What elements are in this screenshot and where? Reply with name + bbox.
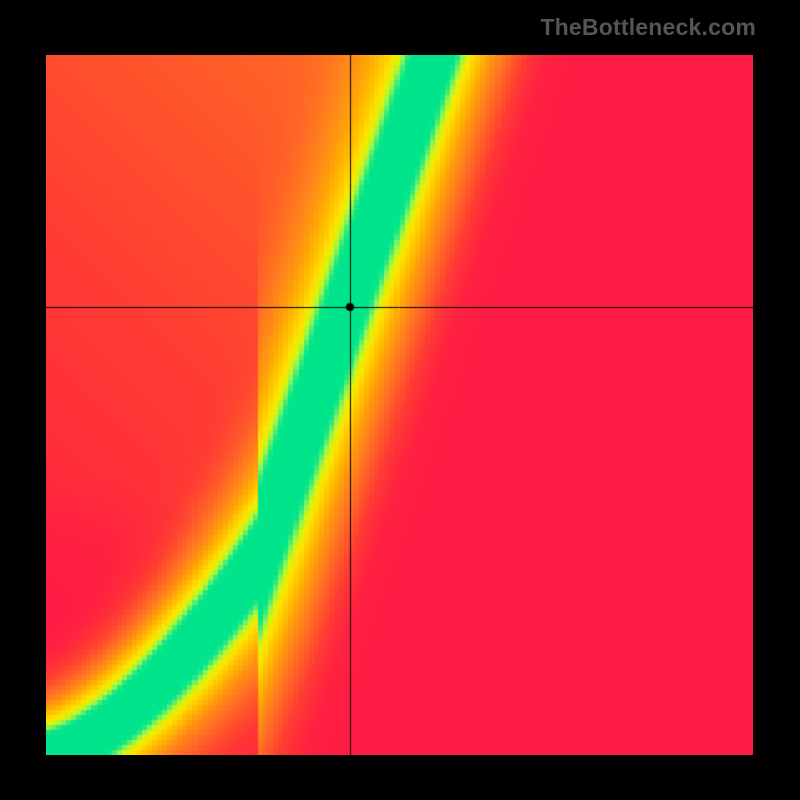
watermark-text: TheBottleneck.com — [540, 14, 756, 41]
chart-container: TheBottleneck.com — [0, 0, 800, 800]
bottleneck-heatmap — [46, 55, 753, 755]
